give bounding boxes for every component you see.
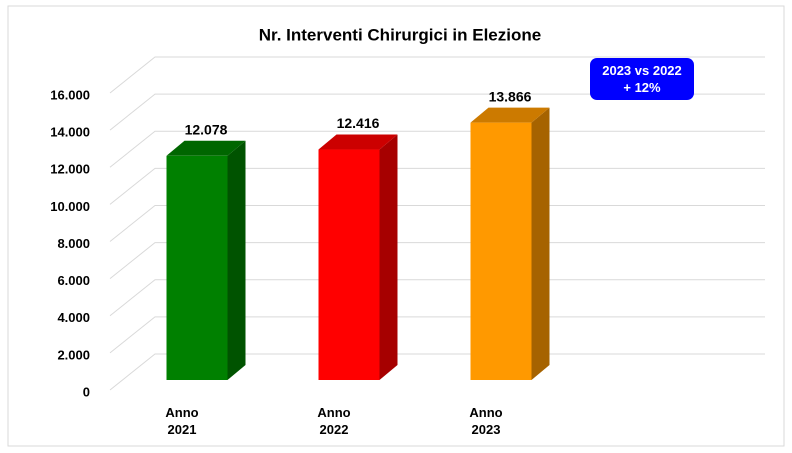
- annotation-line: + 12%: [623, 80, 661, 95]
- y-tick-label: 10.000: [50, 199, 90, 214]
- x-tick-label: Anno 2023: [469, 405, 503, 437]
- bar: [318, 149, 380, 380]
- y-tick-label: 2.000: [57, 347, 90, 362]
- bar-top: [318, 134, 398, 150]
- annotation-line: 2023 vs 2022: [602, 63, 682, 78]
- annotation-box: 2023 vs 2022 + 12%: [590, 58, 694, 100]
- grid-line: [109, 93, 765, 131]
- y-tick-label: 16.000: [50, 87, 90, 102]
- data-label: 12.416: [337, 115, 380, 131]
- bar-side: [379, 134, 398, 380]
- grid-line: [109, 316, 765, 354]
- bar: [470, 122, 532, 381]
- grid-line: [109, 353, 765, 391]
- data-label: 12.078: [185, 122, 228, 138]
- grid-line: [109, 130, 765, 168]
- grid-line: [109, 205, 765, 242]
- bar-side: [227, 140, 246, 380]
- bar-side: [531, 107, 550, 381]
- x-tick-label: Anno 2021: [165, 405, 199, 437]
- bar-top: [470, 107, 550, 123]
- grid-line: [109, 167, 765, 205]
- grid-line: [109, 279, 765, 317]
- y-tick-label: 6.000: [57, 273, 90, 288]
- y-tick-label: 14.000: [50, 125, 90, 140]
- y-tick-label: 12.000: [50, 162, 90, 177]
- grid-line: [109, 56, 765, 94]
- chart-title: Nr. Interventi Chirurgici in Elezione: [259, 25, 541, 44]
- bar-top: [166, 140, 246, 156]
- grid-line: [109, 242, 765, 280]
- y-tick-label: 4.000: [57, 310, 90, 325]
- data-label: 13.866: [489, 88, 532, 104]
- y-tick-label: 8.000: [57, 236, 90, 251]
- x-tick-label: Anno 2022: [317, 405, 351, 437]
- bar: [166, 155, 228, 380]
- y-tick-label: 0: [83, 384, 90, 399]
